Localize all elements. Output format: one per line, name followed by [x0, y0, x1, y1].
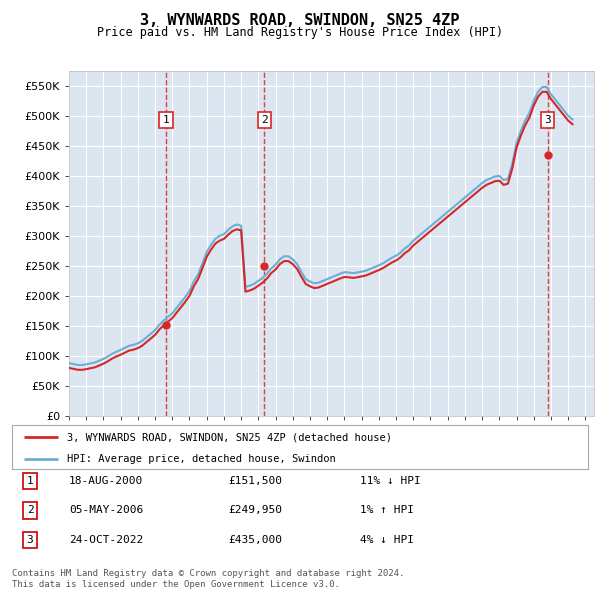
Text: 2: 2	[261, 115, 268, 125]
Text: 24-OCT-2022: 24-OCT-2022	[69, 535, 143, 545]
Text: HPI: Average price, detached house, Swindon: HPI: Average price, detached house, Swin…	[67, 454, 335, 464]
Text: £249,950: £249,950	[228, 506, 282, 515]
Text: 2: 2	[26, 506, 34, 515]
Text: 11% ↓ HPI: 11% ↓ HPI	[360, 476, 421, 486]
Text: 05-MAY-2006: 05-MAY-2006	[69, 506, 143, 515]
Text: 3: 3	[544, 115, 551, 125]
Text: Contains HM Land Registry data © Crown copyright and database right 2024.
This d: Contains HM Land Registry data © Crown c…	[12, 569, 404, 589]
Text: Price paid vs. HM Land Registry's House Price Index (HPI): Price paid vs. HM Land Registry's House …	[97, 26, 503, 39]
Text: 3, WYNWARDS ROAD, SWINDON, SN25 4ZP (detached house): 3, WYNWARDS ROAD, SWINDON, SN25 4ZP (det…	[67, 432, 392, 442]
Text: £151,500: £151,500	[228, 476, 282, 486]
Text: 1: 1	[26, 476, 34, 486]
Text: £435,000: £435,000	[228, 535, 282, 545]
Text: 4% ↓ HPI: 4% ↓ HPI	[360, 535, 414, 545]
Text: 1: 1	[163, 115, 169, 125]
Text: 18-AUG-2000: 18-AUG-2000	[69, 476, 143, 486]
Text: 3, WYNWARDS ROAD, SWINDON, SN25 4ZP: 3, WYNWARDS ROAD, SWINDON, SN25 4ZP	[140, 13, 460, 28]
Text: 3: 3	[26, 535, 34, 545]
Text: 1% ↑ HPI: 1% ↑ HPI	[360, 506, 414, 515]
